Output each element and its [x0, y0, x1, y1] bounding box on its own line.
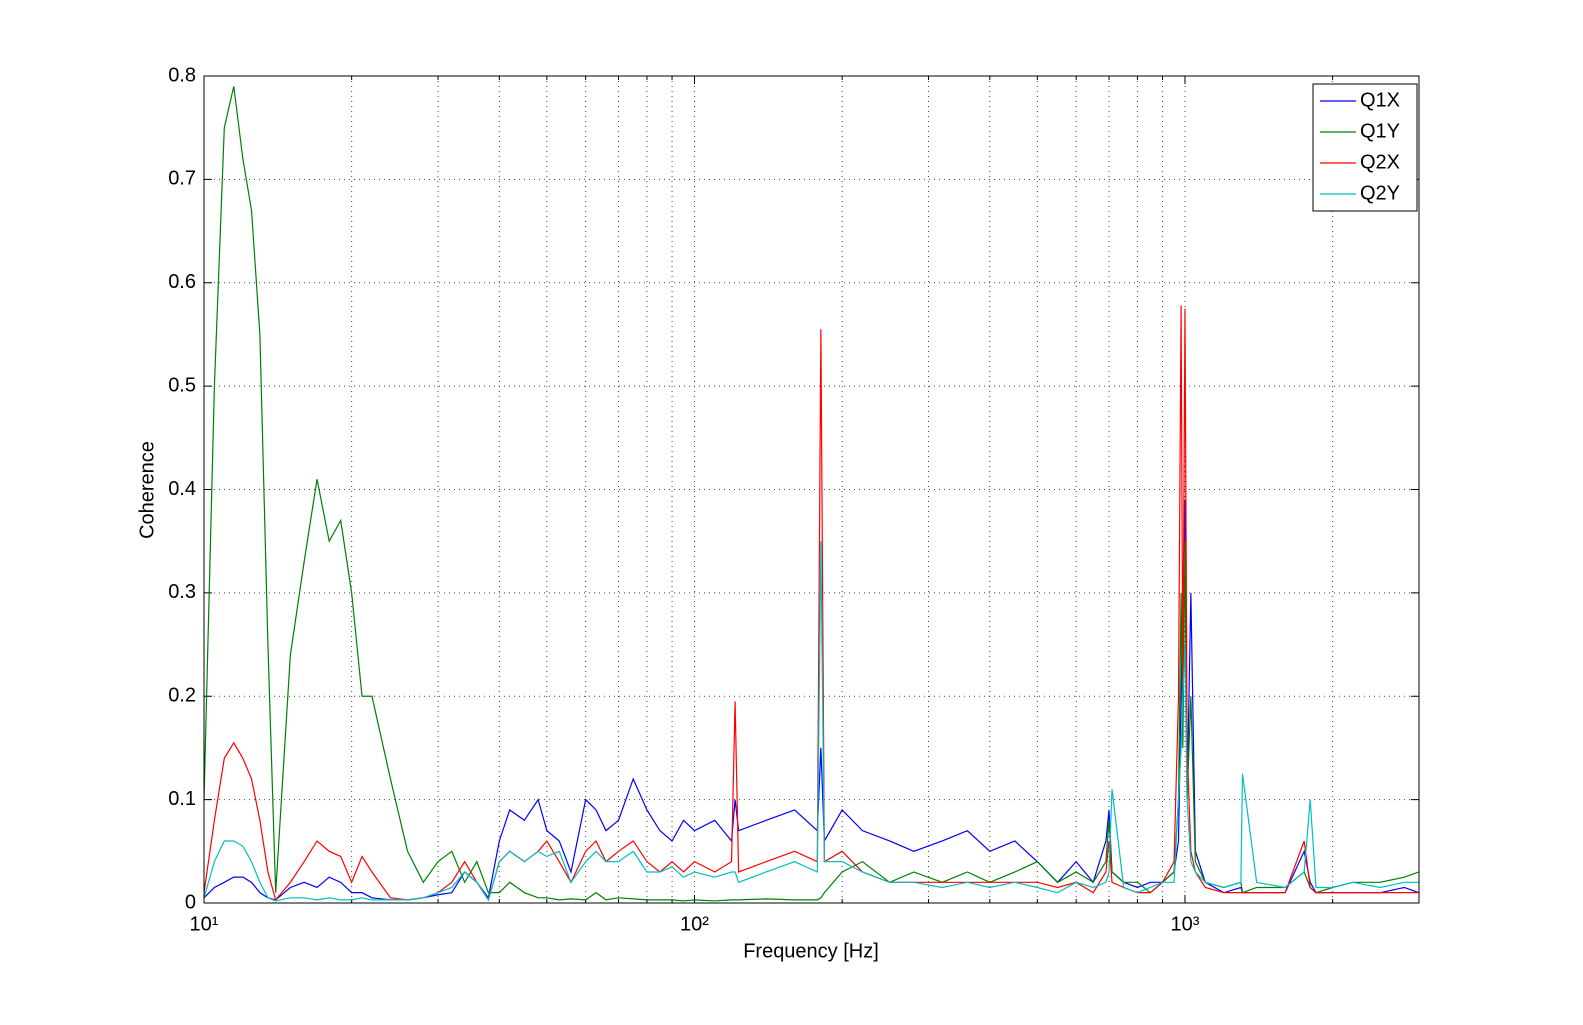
plot-area — [204, 76, 1419, 903]
legend-label: Q1Y — [1360, 120, 1400, 142]
data-line — [203, 305, 1419, 902]
x-tick-label: 10¹ — [190, 913, 219, 935]
y-axis-label: Coherence — [136, 441, 158, 539]
y-tick-label: 0 — [185, 891, 196, 913]
legend-label: Q2Y — [1360, 182, 1400, 204]
y-tick-label: 0.5 — [168, 374, 196, 396]
y-tick-label: 0.1 — [168, 788, 196, 810]
legend: Q1X Q1Y Q2X Q2Y — [1312, 83, 1418, 212]
data-line — [203, 86, 1420, 902]
y-tick-label: 0.7 — [168, 168, 196, 190]
y-tick-label: 0.4 — [168, 478, 196, 500]
y-tick-label: 0.3 — [168, 581, 196, 603]
legend-box — [1312, 83, 1418, 212]
plot-frame — [203, 75, 1420, 904]
y-tick-label: 0.6 — [168, 271, 196, 293]
x-axis-label: Frequency [Hz] — [743, 940, 879, 962]
y-tick-label: 0.2 — [168, 685, 196, 707]
legend-label: Q1X — [1360, 89, 1400, 111]
legend-label: Q2X — [1360, 151, 1400, 173]
x-tick-label: 10³ — [1171, 913, 1200, 935]
data-line — [203, 499, 1420, 901]
y-tick-label: 0.8 — [168, 64, 196, 86]
x-tick-label: 10² — [680, 913, 709, 935]
data-line — [203, 541, 1419, 902]
